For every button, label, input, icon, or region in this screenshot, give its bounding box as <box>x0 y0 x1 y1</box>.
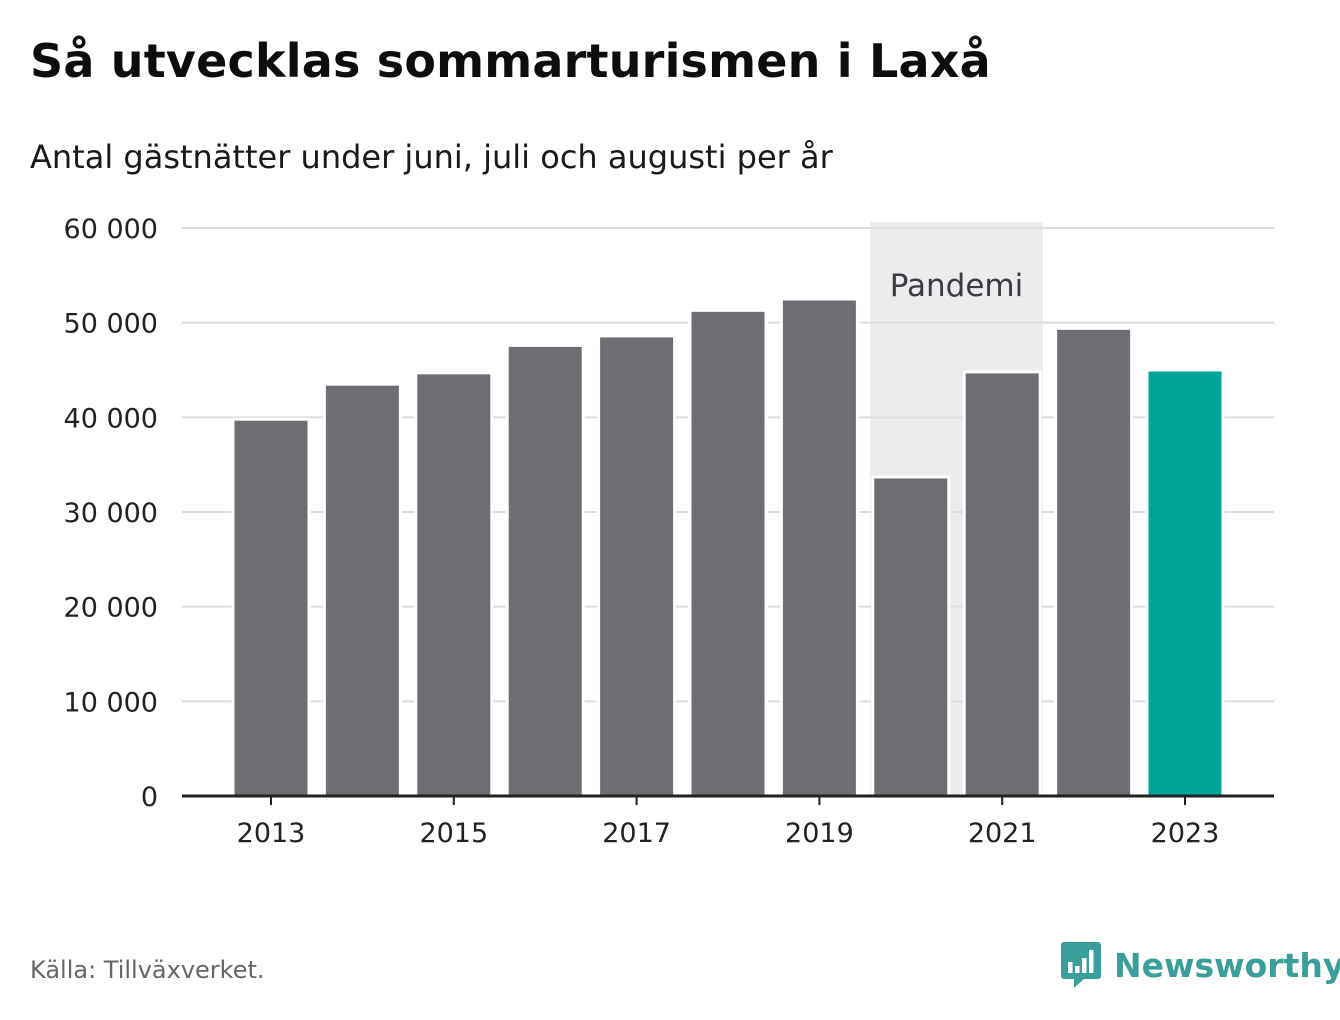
x-tick-label: 2013 <box>237 818 306 849</box>
x-tick-label: 2021 <box>968 818 1037 849</box>
bar-2018 <box>690 310 766 796</box>
brand-name: Newsworthy <box>1114 946 1340 985</box>
bar-2013 <box>233 419 309 796</box>
bar-2015 <box>416 373 492 796</box>
bar-2022 <box>1056 328 1132 796</box>
bar-chart: Pandemi 0 10 000 20 000 30 000 40 000 50 000 60… <box>0 0 1340 900</box>
bar-2017 <box>599 336 675 796</box>
brand-logo: Newsworthy <box>1060 940 1340 990</box>
bar-2020 <box>873 477 949 796</box>
bar-2014 <box>324 384 400 796</box>
y-tick-label: 60 000 <box>64 214 158 245</box>
bar-2016 <box>507 345 583 796</box>
y-tick-label: 40 000 <box>64 403 158 434</box>
source-note: Källa: Tillväxverket. <box>30 956 265 984</box>
y-tick-label: 50 000 <box>64 309 158 340</box>
x-tick-label: 2023 <box>1151 818 1220 849</box>
y-tick-label: 20 000 <box>64 593 158 624</box>
bar-2021 <box>964 372 1040 796</box>
newsworthy-logo-icon <box>1060 940 1102 990</box>
x-tick-label: 2019 <box>785 818 854 849</box>
x-tick-label: 2017 <box>602 818 671 849</box>
bar-2023 <box>1147 370 1223 796</box>
y-tick-label: 0 <box>141 782 158 813</box>
annotation-label: Pandemi <box>890 268 1024 304</box>
x-tick-label: 2015 <box>419 818 488 849</box>
bar-2019 <box>781 299 857 796</box>
y-tick-label: 10 000 <box>64 687 158 718</box>
y-tick-label: 30 000 <box>64 498 158 529</box>
